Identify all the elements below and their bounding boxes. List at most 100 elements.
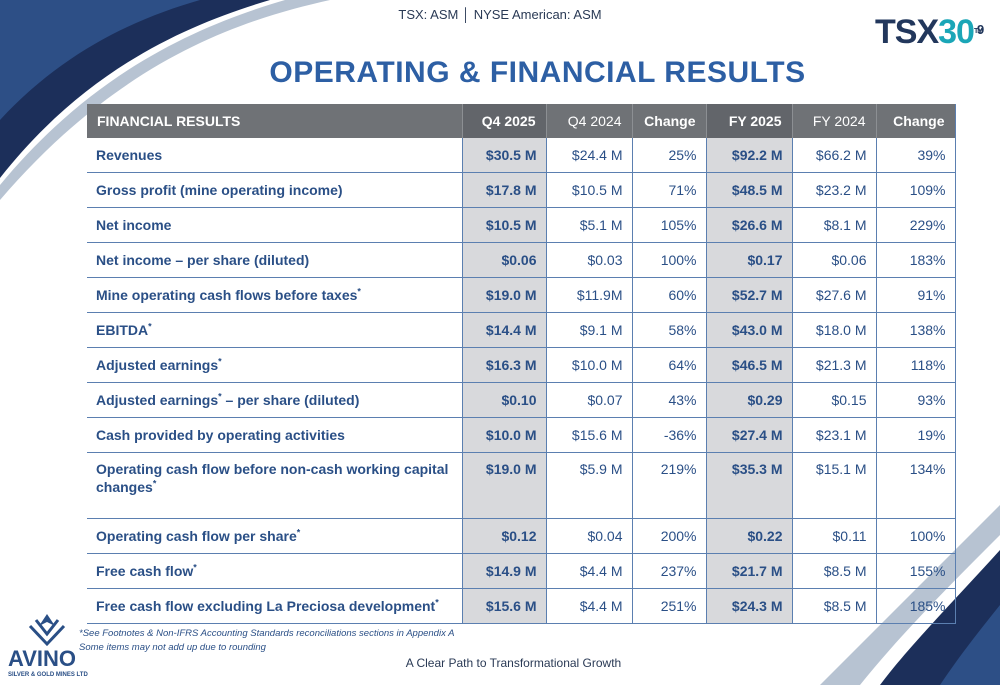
footnote-marker: * — [218, 391, 222, 402]
row-label-text: Cash provided by operating activities — [96, 427, 345, 443]
cell-q4-2025: $16.3 M — [462, 347, 547, 383]
header-fy-change: Change — [876, 104, 956, 138]
cell-q4-2024: $11.9M — [546, 277, 633, 313]
row-label-text: Operating cash flow before non-cash work… — [96, 461, 449, 495]
footnote-marker: * — [296, 527, 301, 538]
row-label-text: Adjusted earnings — [96, 392, 219, 408]
tsx30-logo: TSX30TM — [875, 12, 983, 52]
row-label-text: Free cash flow — [96, 563, 194, 579]
cell-q4-2024: $9.1 M — [546, 312, 633, 348]
cell-fy-2024: $27.6 M — [792, 277, 877, 313]
cell-q4-2024: $5.1 M — [546, 207, 633, 243]
cell-q4-2024: $24.4 M — [546, 138, 633, 173]
cell-q4-2024: $0.03 — [546, 242, 633, 278]
cell-q4-2025: $15.6 M — [462, 588, 547, 624]
table-row: Free cash flow* $14.9 M $4.4 M 237% $21.7 M $… — [87, 553, 956, 589]
avino-wordmark: AVINO — [8, 646, 77, 671]
cell-fy-2024: $15.1 M — [792, 452, 877, 519]
cell-fy-2024: $0.11 — [792, 518, 877, 554]
cell-fy-change: 109% — [876, 172, 956, 208]
cell-fy-change: 39% — [876, 138, 956, 173]
financial-results-table: FINANCIAL RESULTS Q4 2025 Q4 2024 Change… — [87, 104, 956, 624]
row-label: Gross profit (mine operating income) — [87, 172, 463, 208]
table-row: Adjusted earnings* $16.3 M $10.0 M 64% $46.5… — [87, 347, 956, 383]
row-label: Revenues — [87, 138, 463, 173]
cell-fy-2025: $43.0 M — [706, 312, 793, 348]
cell-fy-change: 155% — [876, 553, 956, 589]
cell-q4-2025: $14.9 M — [462, 553, 547, 589]
cell-q4-change: 64% — [632, 347, 707, 383]
cell-fy-2025: $52.7 M — [706, 277, 793, 313]
cell-fy-2025: $35.3 M — [706, 452, 793, 519]
table-row: Free cash flow excluding La Preciosa dev… — [87, 588, 956, 624]
row-label-text: Mine operating cash flows before taxes — [96, 287, 358, 303]
footnote-marker: * — [152, 478, 157, 489]
cell-q4-2025: $14.4 M — [462, 312, 547, 348]
page-number: 9 — [977, 22, 985, 37]
cell-q4-change: 58% — [632, 312, 707, 348]
cell-fy-2025: $0.17 — [706, 242, 793, 278]
cell-fy-2024: $0.06 — [792, 242, 877, 278]
cell-fy-change: 185% — [876, 588, 956, 624]
cell-q4-change: 105% — [632, 207, 707, 243]
cell-q4-2024: $4.4 M — [546, 553, 633, 589]
cell-fy-2025: $27.4 M — [706, 417, 793, 453]
footnote-marker: * — [357, 286, 361, 297]
row-label: Cash provided by operating activities — [87, 417, 463, 453]
cell-q4-2025: $10.0 M — [462, 417, 547, 453]
top-left-swoosh — [0, 0, 330, 200]
cell-q4-change: 25% — [632, 138, 707, 173]
cell-fy-2025: $21.7 M — [706, 553, 793, 589]
row-label-text: Operating cash flow per share — [96, 528, 297, 544]
footnote-marker: * — [193, 562, 197, 573]
cell-fy-2025: $0.29 — [706, 382, 793, 418]
table-row: Cash provided by operating activities $10… — [87, 417, 956, 453]
cell-fy-2024: $0.15 — [792, 382, 877, 418]
cell-q4-2025: $0.06 — [462, 242, 547, 278]
row-label-text: Net income – per share (diluted) — [96, 252, 310, 268]
cell-q4-2024: $0.07 — [546, 382, 633, 418]
cell-fy-change: 93% — [876, 382, 956, 418]
row-label: Net income – per share (diluted) — [87, 242, 463, 278]
row-label: Net income — [87, 207, 463, 243]
cell-fy-2024: $66.2 M — [792, 138, 877, 173]
row-label: Adjusted earnings* — [87, 347, 463, 383]
tsx30-number: 30 — [938, 13, 975, 51]
footnote-marker: * — [148, 321, 152, 332]
table-row: Net income – per share (diluted) $0.06 $0.… — [87, 242, 956, 278]
tsx30-prefix: TSX — [875, 13, 939, 51]
row-label: Adjusted earnings* – per share (diluted) — [87, 382, 463, 418]
row-label-text: Free cash flow excluding La Preciosa dev… — [96, 598, 436, 614]
cell-fy-change: 19% — [876, 417, 956, 453]
footnotes: *See Footnotes & Non-IFRS Accounting Sta… — [79, 627, 454, 655]
cell-fy-2025: $26.6 M — [706, 207, 793, 243]
cell-q4-change: 251% — [632, 588, 707, 624]
row-label-text: Adjusted earnings — [96, 357, 219, 373]
cell-q4-2025: $19.0 M — [462, 277, 547, 313]
cell-q4-change: 219% — [632, 452, 707, 519]
cell-q4-change: 60% — [632, 277, 707, 313]
cell-fy-2024: $23.1 M — [792, 417, 877, 453]
cell-fy-2024: $8.5 M — [792, 553, 877, 589]
cell-q4-2025: $17.8 M — [462, 172, 547, 208]
cell-fy-change: 183% — [876, 242, 956, 278]
avino-subtitle: SILVER & GOLD MINES LTD — [8, 672, 88, 678]
header-q4-2025: Q4 2025 — [462, 104, 547, 138]
row-label: Free cash flow* — [87, 553, 463, 589]
row-label: EBITDA* — [87, 312, 463, 348]
cell-fy-2025: $24.3 M — [706, 588, 793, 624]
cell-q4-2024: $0.04 — [546, 518, 633, 554]
cell-fy-change: 134% — [876, 452, 956, 519]
cell-fy-2024: $8.5 M — [792, 588, 877, 624]
cell-q4-2025: $30.5 M — [462, 138, 547, 173]
table-row: EBITDA* $14.4 M $9.1 M 58% $43.0 M $18.0 M 138… — [87, 312, 956, 348]
table-row: Gross profit (mine operating income) $17.… — [87, 172, 956, 208]
cell-q4-change: 100% — [632, 242, 707, 278]
row-label: Operating cash flow per share* — [87, 518, 463, 554]
row-label: Mine operating cash flows before taxes* — [87, 277, 463, 313]
cell-fy-2024: $8.1 M — [792, 207, 877, 243]
footnote-rounding: Some items may not add up due to roundin… — [79, 642, 266, 653]
cell-q4-change: 71% — [632, 172, 707, 208]
